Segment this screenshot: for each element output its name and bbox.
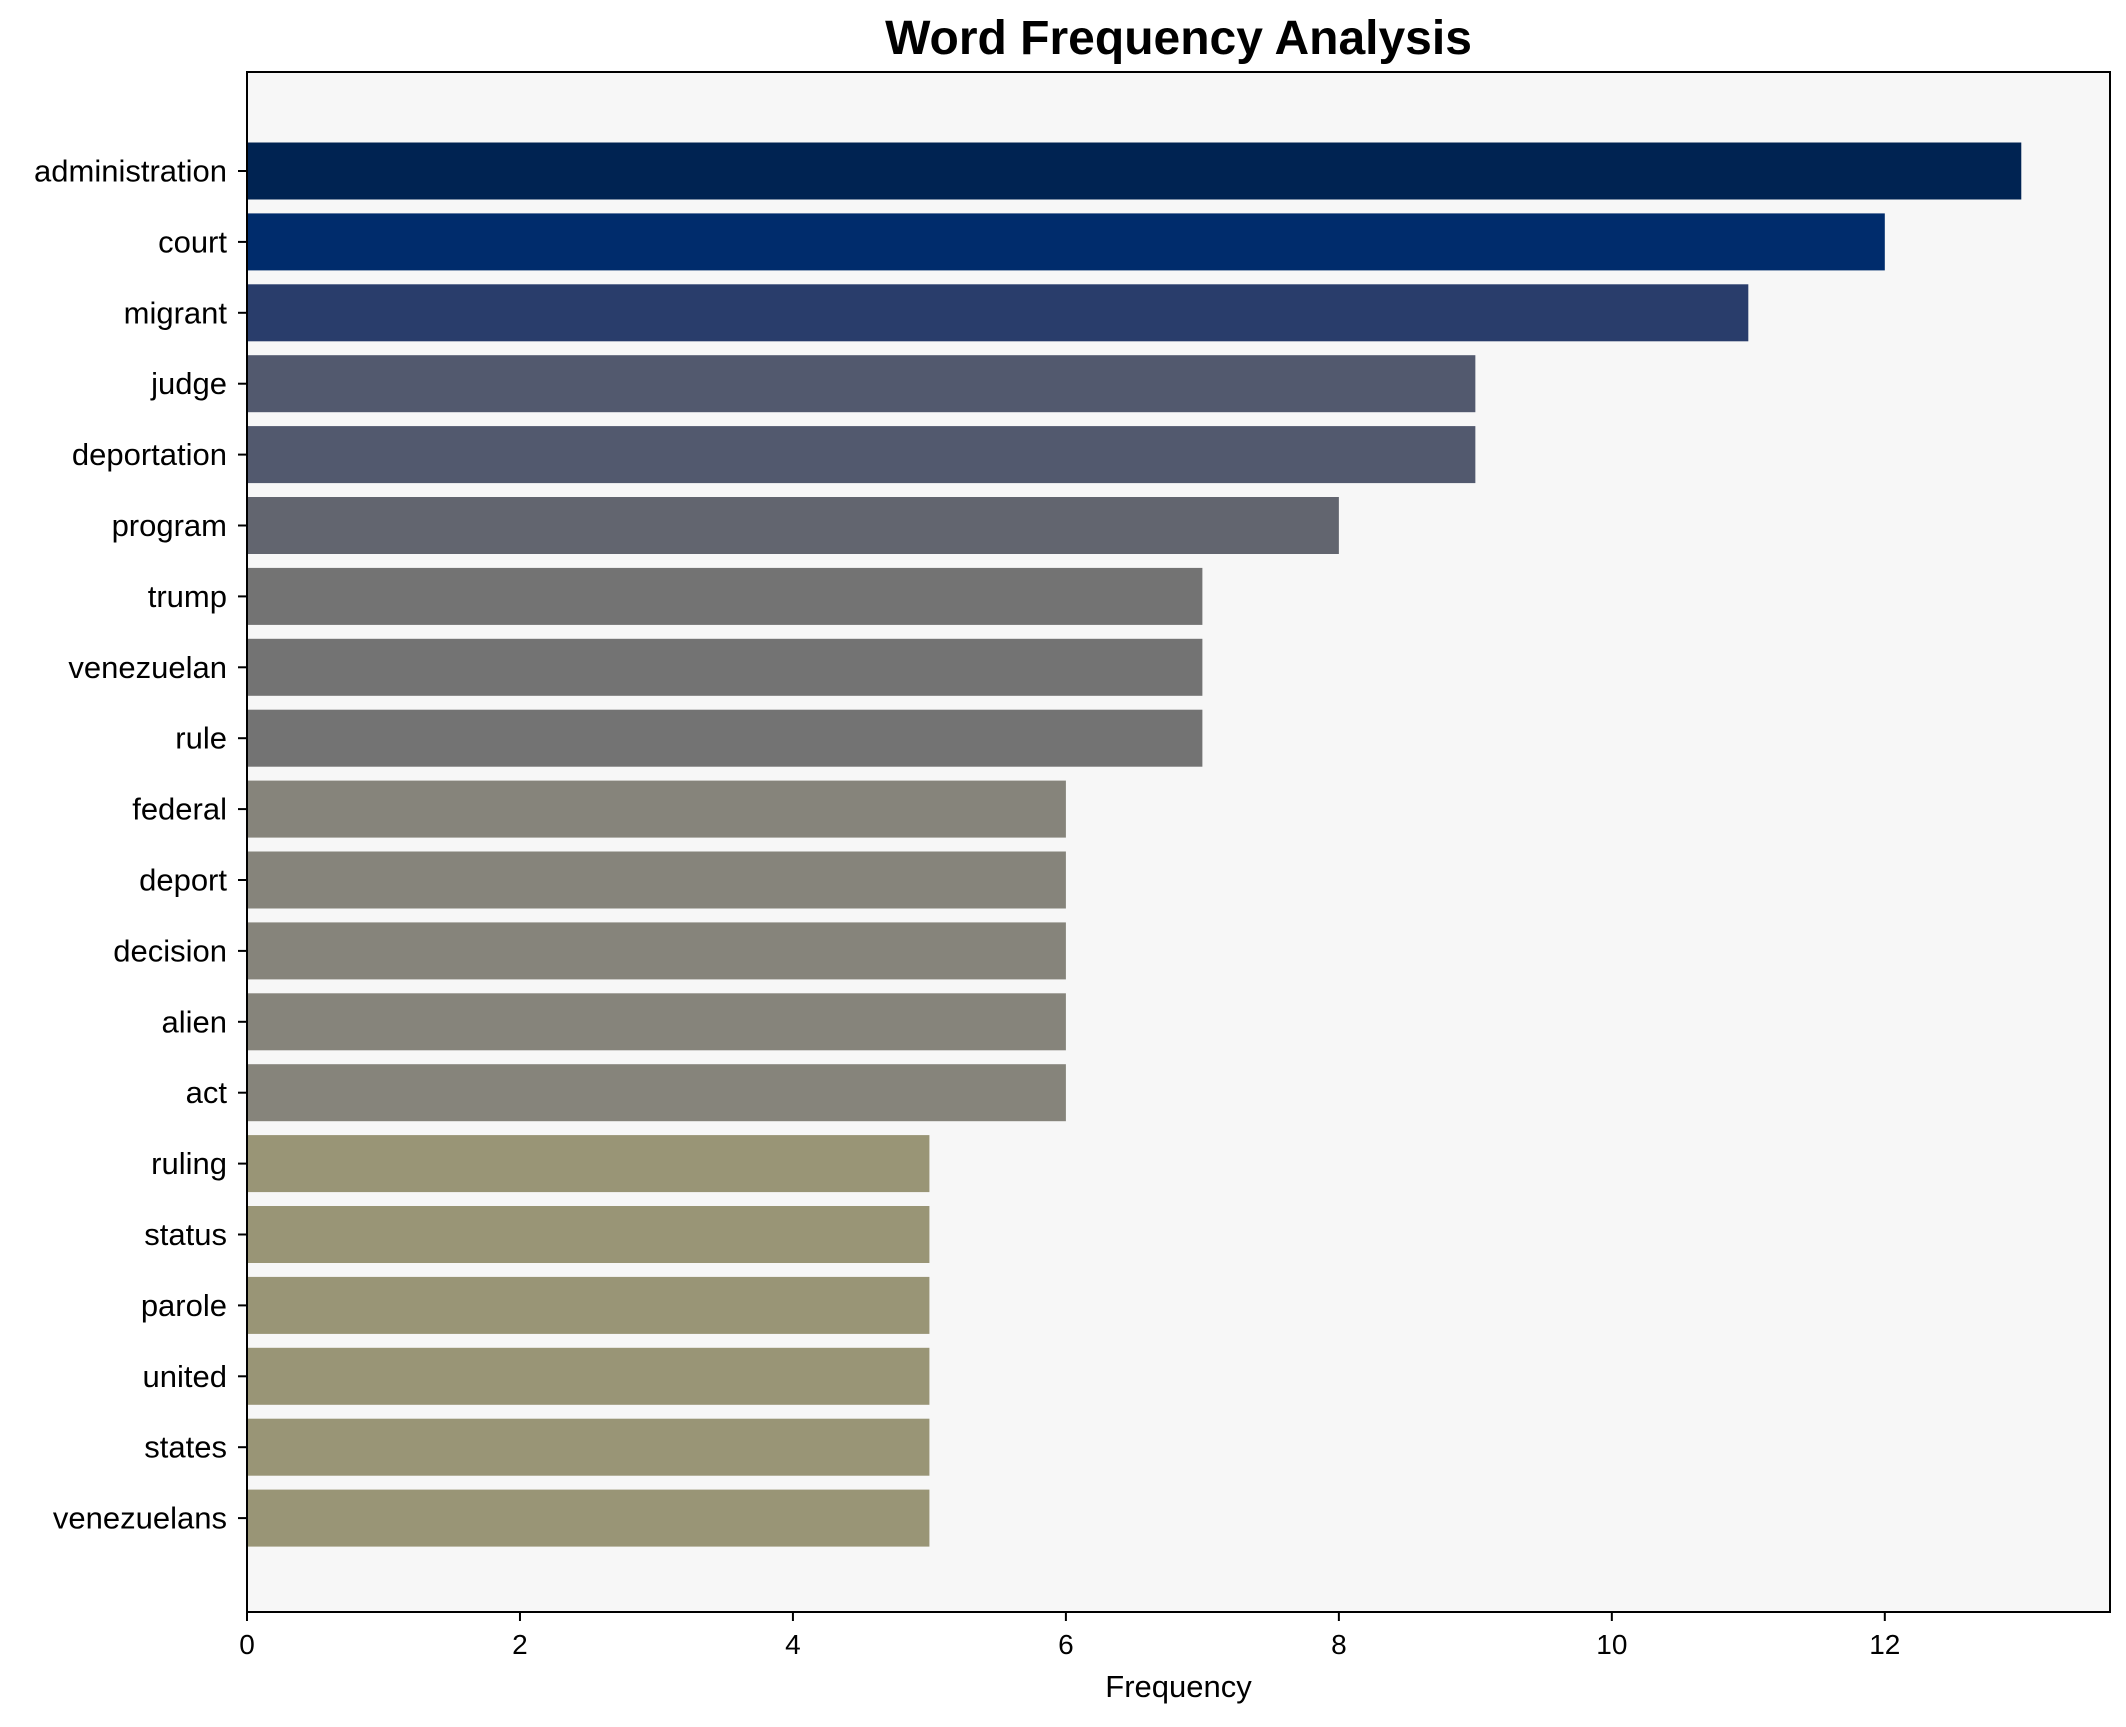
y-tick-label: administration [34, 154, 227, 189]
y-tick-label: rule [175, 721, 227, 756]
y-tick-label: court [158, 224, 227, 259]
y-tick-label: venezuelans [53, 1501, 227, 1536]
bars-group [247, 142, 2022, 1547]
y-tick-label: federal [132, 792, 227, 827]
x-axis-ticks: 0 2 4 6 8 10 12 [239, 1612, 1900, 1660]
bar-administration [247, 142, 2022, 200]
bar-migrant [247, 284, 1749, 342]
y-tick-label: states [144, 1430, 227, 1465]
y-tick-label: deportation [72, 437, 227, 472]
bar-trump [247, 567, 1203, 625]
y-tick-label: status [144, 1217, 227, 1252]
x-axis-label: Frequency [1105, 1669, 1252, 1704]
bar-parole [247, 1276, 930, 1334]
bar-federal [247, 780, 1066, 838]
y-tick-label: alien [162, 1004, 228, 1039]
bar-venezuelans [247, 1489, 930, 1547]
plot-frame [246, 71, 2111, 1613]
bar-united [247, 1347, 930, 1405]
y-tick-label: judge [150, 366, 227, 401]
bar-alien [247, 993, 1066, 1051]
y-tick-label: united [143, 1359, 227, 1394]
bar-ruling [247, 1135, 930, 1193]
y-axis-ticks: administration court migrant judge deportati… [34, 154, 247, 1536]
y-tick-label: trump [148, 579, 227, 614]
x-tick-label: 6 [1058, 1629, 1074, 1660]
y-tick-label: ruling [151, 1146, 227, 1181]
bar-court [247, 213, 1885, 271]
chart-title: Word Frequency Analysis [885, 12, 1472, 65]
y-tick-label: deport [139, 863, 227, 898]
bar-status [247, 1206, 930, 1263]
y-tick-label: act [186, 1075, 228, 1110]
bar-venezuelan [247, 638, 1203, 696]
bar-deportation [247, 426, 1476, 484]
x-tick-label: 12 [1869, 1629, 1900, 1660]
x-tick-label: 2 [512, 1629, 528, 1660]
bar-deport [247, 851, 1066, 909]
x-tick-label: 4 [785, 1629, 801, 1660]
y-tick-label: venezuelan [68, 650, 227, 685]
y-tick-label: decision [113, 933, 227, 968]
y-tick-label: parole [141, 1288, 227, 1323]
bar-states [247, 1418, 930, 1476]
x-tick-label: 8 [1331, 1629, 1347, 1660]
y-tick-label: program [112, 508, 227, 543]
bar-rule [247, 709, 1203, 767]
x-tick-label: 10 [1596, 1629, 1627, 1660]
bar-judge [247, 355, 1476, 413]
y-tick-label: migrant [124, 295, 228, 330]
bar-program [247, 497, 1339, 554]
x-tick-label: 0 [239, 1629, 255, 1660]
bar-decision [247, 922, 1066, 980]
bar-act [247, 1064, 1066, 1122]
